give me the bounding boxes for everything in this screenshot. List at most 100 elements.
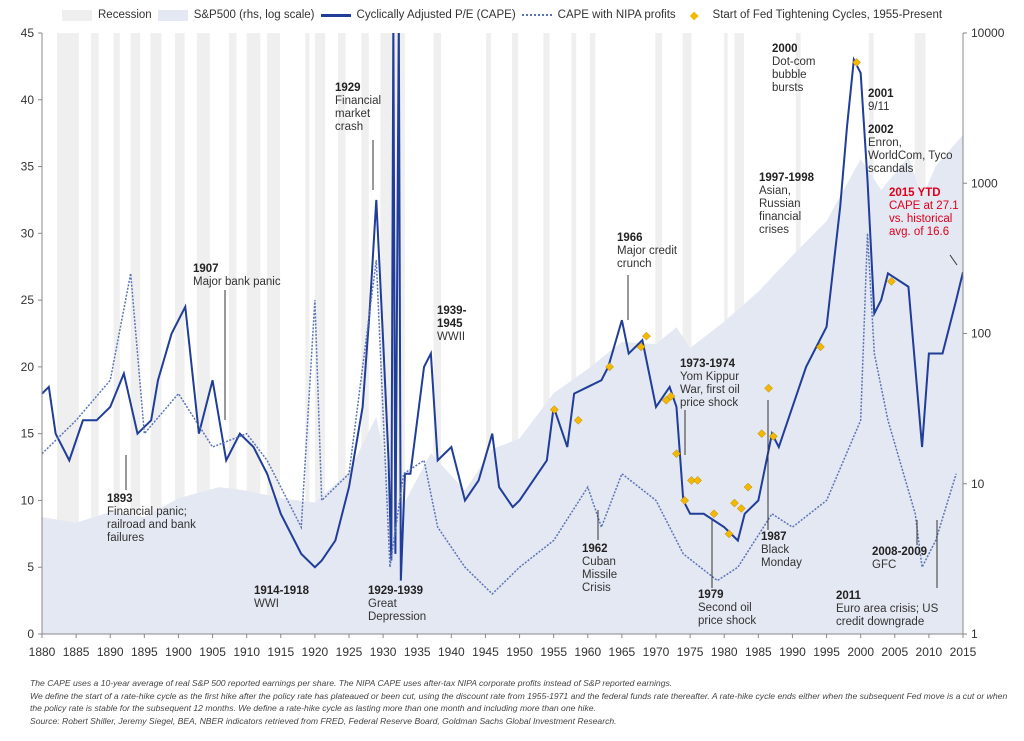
annotation-great-depression: 1929-1939 Great Depression bbox=[368, 585, 427, 623]
fed-tightening-marker bbox=[768, 431, 778, 441]
y2-tick-label: 1000 bbox=[971, 176, 998, 190]
legend-swatch-sp500 bbox=[157, 9, 188, 21]
legend-recession: Recession bbox=[98, 9, 152, 21]
x-tick-label: 1960 bbox=[574, 645, 601, 659]
nipa-cape-line bbox=[42, 233, 957, 595]
recession-bar bbox=[91, 33, 99, 634]
recession-bar bbox=[655, 33, 663, 634]
sp500-area bbox=[42, 134, 963, 634]
fed-tightening-marker bbox=[666, 391, 676, 401]
annotation-gfc: 2008-2009 GFC bbox=[872, 546, 927, 571]
x-tick-label: 1885 bbox=[63, 645, 90, 659]
x-tick-label: 1895 bbox=[131, 645, 158, 659]
y2-tick-label: 100 bbox=[971, 327, 991, 341]
recession-bar bbox=[512, 33, 519, 634]
annotation-1907: 1907 Major bank panic bbox=[193, 263, 281, 288]
y-tick-label: 0 bbox=[27, 627, 34, 641]
fed-tightening-marker bbox=[852, 58, 861, 67]
fed-tightening-marker bbox=[573, 415, 583, 425]
fed-tightening-marker bbox=[709, 509, 719, 519]
fed-tightening-marker bbox=[661, 395, 671, 405]
y-tick-label: 15 bbox=[21, 427, 35, 441]
recession-bar bbox=[314, 33, 326, 634]
recession-bar bbox=[57, 33, 79, 634]
x-tick-label: 1995 bbox=[813, 645, 840, 659]
annotation-1893: 1893 Financial panic; railroad and bank f… bbox=[107, 493, 196, 544]
annotation-leader-line bbox=[949, 254, 958, 266]
fed-tightening-marker bbox=[642, 331, 651, 341]
x-tick-label: 1900 bbox=[165, 645, 192, 659]
recession-bar bbox=[305, 33, 310, 634]
legend-swatch-nipa bbox=[521, 14, 552, 16]
annotation-1929: 1929 Financial market crash bbox=[335, 82, 382, 133]
recession-bar bbox=[175, 33, 185, 634]
legend-nipa: CAPE with NIPA profits bbox=[557, 9, 676, 21]
x-tick-label: 1920 bbox=[302, 645, 329, 659]
x-tick-label: 1930 bbox=[370, 645, 397, 659]
x-tick-label: 1880 bbox=[29, 645, 56, 659]
y2-tick-label: 1 bbox=[971, 627, 978, 641]
x-tick-label: 1980 bbox=[711, 645, 738, 659]
annotation-1962: 1962 Cuban Missile Crisis bbox=[582, 543, 618, 594]
x-tick-label: 1910 bbox=[233, 645, 260, 659]
recession-bar bbox=[571, 33, 577, 634]
footnotes: The CAPE uses a 10-year average of real … bbox=[30, 677, 1010, 727]
fed-tightening-marker bbox=[605, 362, 614, 372]
y-tick-label: 35 bbox=[21, 160, 35, 174]
recession-bar bbox=[543, 33, 550, 634]
x-tick-label: 1915 bbox=[267, 645, 294, 659]
fed-tightening-marker bbox=[636, 342, 646, 352]
x-tick-label: 1935 bbox=[404, 645, 431, 659]
x-tick-label: 1940 bbox=[438, 645, 465, 659]
legend-swatch-recession bbox=[62, 9, 92, 21]
x-tick-label: 1965 bbox=[609, 645, 636, 659]
recession-bar bbox=[150, 33, 162, 634]
footnote: Source: Robert Shiller, Jeremy Siegel, B… bbox=[30, 715, 617, 726]
legend-fed: Start of Fed Tightening Cycles, 1955-Pre… bbox=[712, 9, 943, 21]
fed-tightening-marker bbox=[687, 476, 696, 485]
recession-bar bbox=[196, 33, 210, 634]
fed-tightening-marker bbox=[757, 429, 767, 439]
annotation-1987: 1987 Black Monday bbox=[761, 531, 802, 569]
legend: Recession S&P500 (rhs, log scale) Cyclic… bbox=[62, 8, 942, 22]
annotation-2001: 2001 9/11 bbox=[868, 88, 894, 113]
x-tick-label: 1970 bbox=[643, 645, 670, 659]
annotation-1997: 1997-1998 Asian, Russian financial crises bbox=[759, 172, 814, 236]
x-tick-label: 1925 bbox=[336, 645, 363, 659]
cape-line bbox=[42, 33, 963, 581]
annotation-2000: 2000 Dot-com bubble bursts bbox=[772, 43, 816, 94]
fed-tightening-marker bbox=[693, 476, 702, 485]
y-tick-label: 30 bbox=[21, 226, 35, 240]
legend-swatch-cape bbox=[320, 13, 351, 17]
y-tick-label: 45 bbox=[21, 26, 35, 40]
annotation-2015: 2015 YTD CAPE at 27.1 vs. historical avg.… bbox=[889, 187, 959, 238]
annotation-2002: 2002 Enron, WorldCom, Tyco scandals bbox=[868, 124, 953, 175]
annotation-wwii: 1939-1945 WWII bbox=[437, 305, 467, 343]
recession-bar bbox=[486, 33, 491, 634]
x-tick-label: 1905 bbox=[199, 645, 226, 659]
annotation-1973: 1973-1974 Yom Kippur War, first oil price… bbox=[680, 358, 740, 409]
legend-sp500: S&P500 (rhs, log scale) bbox=[193, 9, 315, 21]
x-tick-label: 2010 bbox=[916, 645, 943, 659]
annotation-wwi: 1914-1918 WWI bbox=[254, 585, 309, 610]
x-tick-label: 1945 bbox=[472, 645, 499, 659]
fed-tightening-marker bbox=[730, 498, 739, 508]
recession-bar bbox=[246, 33, 261, 634]
y2-tick-label: 10000 bbox=[971, 26, 1005, 40]
legend-cape: Cyclically Adjusted P/E (CAPE) bbox=[356, 9, 516, 21]
recession-bar bbox=[113, 33, 120, 634]
x-tick-label: 1955 bbox=[540, 645, 567, 659]
x-tick-label: 1975 bbox=[677, 645, 704, 659]
x-tick-label: 1985 bbox=[745, 645, 772, 659]
fed-tightening-marker bbox=[736, 504, 746, 513]
recession-bar bbox=[338, 33, 346, 634]
y-tick-label: 5 bbox=[27, 560, 34, 574]
recession-bar bbox=[130, 33, 141, 634]
y-tick-label: 40 bbox=[21, 93, 35, 107]
x-tick-label: 1950 bbox=[506, 645, 533, 659]
recession-bar bbox=[589, 33, 596, 634]
y-tick-label: 25 bbox=[21, 293, 35, 307]
annotation-1966: 1966 Major credit crunch bbox=[617, 232, 678, 270]
fed-tightening-marker bbox=[549, 405, 559, 414]
diamond-icon: ◆ bbox=[689, 10, 699, 22]
